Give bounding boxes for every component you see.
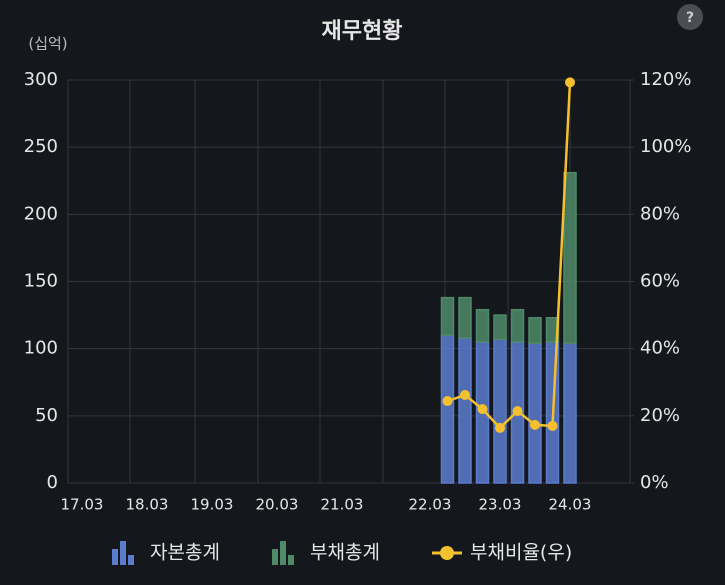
help-icon[interactable]: ?	[686, 10, 694, 26]
bar	[528, 317, 542, 345]
x-tick-label: 24.03	[549, 496, 592, 514]
legend-label: 부채비율(우)	[470, 542, 572, 564]
line-point	[442, 396, 453, 407]
legend-dot	[440, 546, 454, 560]
legend-icon	[288, 555, 294, 565]
bar	[440, 334, 455, 484]
legend-icon	[280, 541, 286, 565]
line-point	[460, 390, 470, 401]
x-tick-label: 22.03	[409, 496, 452, 514]
y2-tick-label: 0%	[640, 472, 669, 493]
bar	[510, 308, 525, 343]
line-point	[547, 420, 558, 431]
y2-tick-label: 60%	[640, 271, 680, 292]
x-tick-label: 19.03	[191, 496, 234, 514]
y2-tick-label: 80%	[640, 203, 680, 224]
bar	[475, 308, 490, 343]
x-tick-label: 23.03	[479, 496, 522, 514]
legend-icon	[272, 549, 278, 565]
legend-icon	[112, 549, 118, 565]
line-point	[477, 404, 488, 415]
y-tick-label: 100	[24, 338, 58, 359]
bar	[563, 342, 577, 484]
bar	[458, 296, 472, 339]
line-point	[565, 77, 575, 88]
y-tick-label: 200	[24, 203, 58, 224]
line-point	[495, 422, 505, 433]
x-tick-label: 17.03	[61, 496, 104, 514]
help-button[interactable]	[677, 4, 703, 30]
y-tick-label: 250	[24, 136, 58, 157]
legend-icon	[128, 555, 134, 565]
bar	[440, 296, 455, 336]
bar	[493, 314, 507, 341]
y2-tick-label: 100%	[640, 136, 691, 157]
y-tick-label: 300	[24, 69, 58, 90]
line-point	[530, 419, 540, 430]
y-unit: (십억)	[28, 35, 67, 53]
y2-tick-label: 120%	[640, 69, 691, 90]
bar	[563, 171, 577, 345]
y-tick-label: 150	[24, 271, 58, 292]
legend-label: 자본총계	[150, 542, 220, 564]
x-tick-label: 20.03	[256, 496, 299, 514]
x-tick-label: 18.03	[126, 496, 169, 514]
legend-icon	[120, 541, 126, 565]
line-point	[512, 406, 523, 417]
x-tick-label: 21.03	[321, 496, 364, 514]
y-tick-label: 0	[47, 472, 58, 493]
bar	[528, 342, 542, 484]
y-tick-label: 50	[35, 405, 58, 426]
chart-title: 재무현황	[322, 19, 403, 44]
bar	[493, 338, 507, 484]
legend-label: 부채총계	[310, 542, 380, 564]
bar	[458, 337, 472, 484]
y2-tick-label: 20%	[640, 405, 680, 426]
y2-tick-label: 40%	[640, 338, 680, 359]
